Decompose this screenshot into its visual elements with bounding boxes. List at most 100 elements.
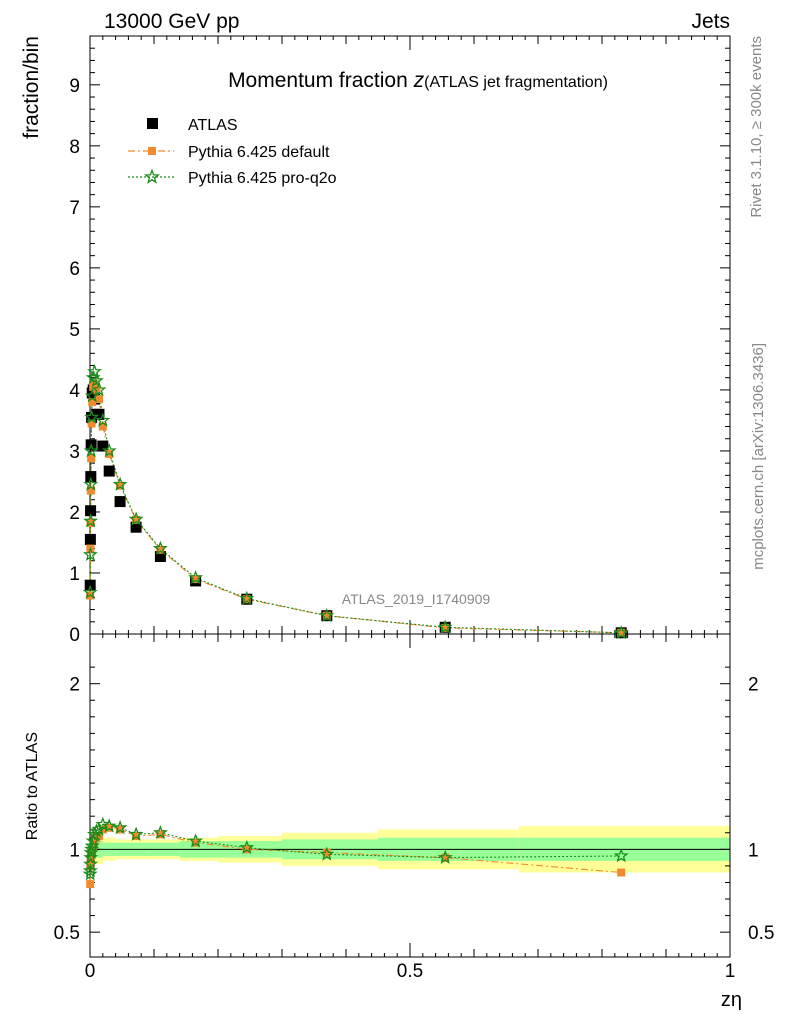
proq2o-data-point xyxy=(91,381,107,397)
proq2o-data-point xyxy=(112,476,128,491)
legend-marker-proq2o xyxy=(144,168,160,184)
proq2o-data-point xyxy=(319,607,335,622)
main-plot-frame xyxy=(89,35,731,635)
ratio-proq2o-point xyxy=(239,839,255,854)
atlas-data-point xyxy=(85,471,97,483)
ratio-default-point xyxy=(242,845,251,854)
default-data-point xyxy=(191,575,200,584)
analysis-watermark: ATLAS_2019_I1740909 xyxy=(342,591,491,607)
series-line-proq2o xyxy=(89,371,622,634)
x-tick-label: 0.5 xyxy=(397,961,423,982)
y-tick-label: 2 xyxy=(69,503,80,524)
default-data-point xyxy=(87,419,96,428)
proq2o-data-point xyxy=(82,546,98,561)
ratio-proq2o-point xyxy=(112,819,128,835)
ratio-proq2o-point xyxy=(83,849,99,865)
y-tick-label: 9 xyxy=(69,76,80,97)
default-data-point xyxy=(617,628,626,637)
default-data-point xyxy=(132,515,141,524)
y-tick-label: 7 xyxy=(69,198,80,219)
y-axis-label: fraction/bin xyxy=(20,36,43,139)
ratio-y-tick-label-right: 1 xyxy=(748,840,759,861)
ratio-plot-frame xyxy=(89,633,731,958)
default-data-point xyxy=(441,623,450,632)
proq2o-data-point xyxy=(95,412,111,427)
ratio-y-tick-label-right: 0.5 xyxy=(748,923,774,944)
legend-label-proq2o: Pythia 6.425 pro-q2o xyxy=(188,170,337,187)
ratio-proq2o-point xyxy=(95,816,111,831)
legend-label-default: Pythia 6.425 default xyxy=(188,144,330,161)
default-data-point xyxy=(86,486,95,495)
ratio-proq2o-point xyxy=(188,833,204,848)
ratio-y-tick-label: 1 xyxy=(69,840,80,861)
atlas-data-point xyxy=(93,408,105,420)
y-tick-label: 4 xyxy=(69,381,80,402)
ratio-y-tick-label: 0.5 xyxy=(54,923,80,944)
proq2o-data-point xyxy=(239,590,255,606)
atlas-data-point xyxy=(97,440,109,452)
proq2o-data-point xyxy=(83,476,99,491)
proq2o-data-point xyxy=(83,513,99,528)
legend-marker-default xyxy=(148,147,156,155)
ratio-default-point xyxy=(105,823,114,832)
proq2o-data-point xyxy=(437,619,453,634)
ratio-proq2o-point xyxy=(613,848,629,863)
atlas-data-point xyxy=(103,465,115,477)
proq2o-data-point xyxy=(152,540,168,555)
header-right: Jets xyxy=(691,10,730,33)
default-data-point xyxy=(116,481,125,490)
default-data-point xyxy=(156,545,165,554)
ratio-proq2o-point xyxy=(128,826,144,841)
y-tick-label: 0 xyxy=(69,625,80,646)
default-data-point xyxy=(94,395,103,404)
atlas-data-point xyxy=(154,551,166,563)
default-data-point xyxy=(322,611,331,620)
atlas-data-point xyxy=(84,533,96,545)
ratio-proq2o-point xyxy=(152,824,168,840)
ratio-default-point xyxy=(86,880,95,889)
proq2o-data-point xyxy=(82,584,98,599)
ratio-y-axis-label: Ratio to ATLAS xyxy=(24,732,41,840)
ratio-y-tick-label-right: 2 xyxy=(748,675,759,696)
ratio-y-tick-label: 2 xyxy=(69,675,80,696)
ratio-default-point xyxy=(617,868,626,877)
ratio-proq2o-point xyxy=(82,866,98,881)
default-data-point xyxy=(242,595,251,604)
chart-title-main: Momentum fraction xyxy=(228,69,414,92)
rivet-version-label: Rivet 3.1.10, ≥ 300k events xyxy=(748,36,765,218)
mcplots-reference-label: mcplots.cern.ch [arXiv:1306.3436] xyxy=(750,343,767,570)
default-data-point xyxy=(88,398,97,407)
chart-title-sub: (ATLAS jet fragmentation) xyxy=(424,74,608,91)
y-tick-label: 1 xyxy=(69,564,80,585)
proq2o-data-point xyxy=(87,363,102,379)
legend-marker-atlas xyxy=(147,118,158,129)
ratio-default-point xyxy=(116,825,125,834)
y-tick-label: 8 xyxy=(69,137,80,158)
proq2o-data-point xyxy=(88,372,104,388)
y-tick-label: 3 xyxy=(69,442,80,463)
ratio-proq2o-point xyxy=(84,841,100,856)
atlas-data-point xyxy=(130,521,142,533)
proq2o-data-point xyxy=(101,443,117,458)
atlas-data-point xyxy=(85,505,97,517)
proq2o-data-point xyxy=(128,511,144,526)
ratio-proq2o-point xyxy=(101,818,117,833)
proq2o-data-point xyxy=(84,409,100,424)
chart-title-var: z xyxy=(413,69,425,92)
legend-label-atlas: ATLAS xyxy=(188,117,238,134)
ratio-proq2o-point xyxy=(437,849,453,865)
atlas-data-point xyxy=(114,496,126,508)
x-tick-label: 0 xyxy=(85,961,96,982)
proq2o-data-point xyxy=(188,570,204,585)
proq2o-data-point xyxy=(613,624,629,640)
x-axis-label: zη xyxy=(721,989,742,1011)
chart-title: Momentum fraction z(ATLAS jet fragmentat… xyxy=(228,69,608,92)
ratio-default-point xyxy=(191,838,200,847)
y-tick-label: 6 xyxy=(69,259,80,280)
ratio-default-point xyxy=(322,848,331,857)
default-data-point xyxy=(98,422,107,431)
y-tick-label: 5 xyxy=(69,320,80,341)
proq2o-data-point xyxy=(83,442,99,458)
header-left: 13000 GeV pp xyxy=(104,10,239,33)
